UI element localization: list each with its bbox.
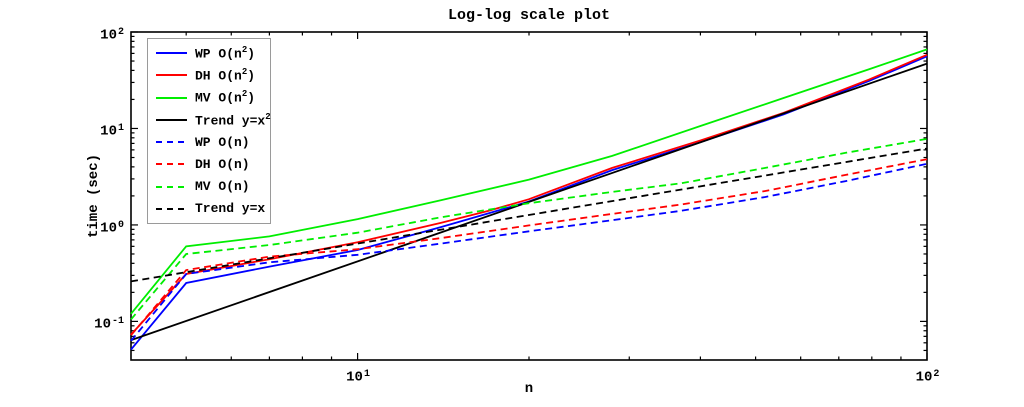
legend-line-sample bbox=[156, 52, 187, 55]
x-tick-label: 102 bbox=[915, 369, 940, 386]
legend-superscript: 2 bbox=[241, 89, 248, 100]
series-line-trend-x bbox=[130, 147, 928, 283]
legend-item-wp-n: WP O(n) bbox=[148, 132, 270, 153]
tick-exponent: 1 bbox=[363, 369, 370, 380]
tick-exponent: -1 bbox=[111, 316, 124, 328]
series-line-dh-n bbox=[130, 158, 928, 336]
legend-superscript: 2 bbox=[241, 44, 248, 55]
legend-line-sample bbox=[156, 185, 187, 188]
legend-superscript: 2 bbox=[241, 67, 248, 78]
legend-superscript: 2 bbox=[265, 111, 271, 122]
legend-label: WP O(n) bbox=[195, 134, 250, 150]
y-tick-label: 101 bbox=[100, 123, 124, 141]
series-line-mv-n bbox=[130, 138, 928, 320]
y-tick-label: 100 bbox=[100, 219, 124, 237]
legend-label: Trend y=x bbox=[195, 201, 266, 217]
tick-exponent: 2 bbox=[933, 369, 940, 380]
legend-label: MV O(n) bbox=[195, 179, 250, 195]
legend-line-sample bbox=[156, 207, 187, 210]
legend-item-mv-n: MV O(n) bbox=[148, 176, 270, 197]
legend: WP O(n2) DH O(n2) MV O(n2) Trend y=x2 WP O(n… bbox=[147, 38, 271, 224]
x-axis-label: n bbox=[524, 381, 534, 397]
legend-label: DH O(n) bbox=[195, 156, 250, 172]
legend-label: Trend y=x2 bbox=[195, 111, 271, 129]
y-tick-label: 102 bbox=[100, 27, 124, 44]
legend-line-sample bbox=[156, 141, 187, 144]
tick-exponent: 1 bbox=[117, 123, 124, 135]
legend-item-trend-x: Trend y=x bbox=[148, 198, 270, 219]
x-tick-label: 101 bbox=[346, 369, 370, 386]
legend-line-sample bbox=[156, 118, 187, 121]
legend-line-sample bbox=[156, 163, 187, 166]
legend-line-sample bbox=[156, 96, 187, 99]
tick-exponent: 0 bbox=[117, 219, 124, 231]
series-line-dh-n2 bbox=[130, 53, 928, 336]
y-tick-label: 10-1 bbox=[94, 316, 124, 334]
legend-item-trend-x2: Trend y=x2 bbox=[148, 109, 271, 130]
series-line-wp-n bbox=[130, 162, 928, 342]
legend-label: DH O(n2) bbox=[195, 67, 256, 84]
legend-item-mv-n2: MV O(n2) bbox=[148, 87, 270, 108]
legend-item-wp-n2: WP O(n2) bbox=[148, 43, 270, 64]
legend-label: MV O(n2) bbox=[195, 89, 256, 106]
legend-label: WP O(n2) bbox=[195, 44, 256, 62]
legend-item-dh-n: DH O(n) bbox=[148, 154, 270, 175]
series-line-trend-x2 bbox=[130, 62, 928, 341]
legend-line-sample bbox=[156, 74, 187, 77]
chart-title: Log-log scale plot bbox=[447, 7, 611, 24]
series-line-mv-n2 bbox=[130, 48, 928, 315]
legend-item-dh-n2: DH O(n2) bbox=[148, 65, 270, 86]
tick-exponent: 2 bbox=[117, 27, 124, 38]
